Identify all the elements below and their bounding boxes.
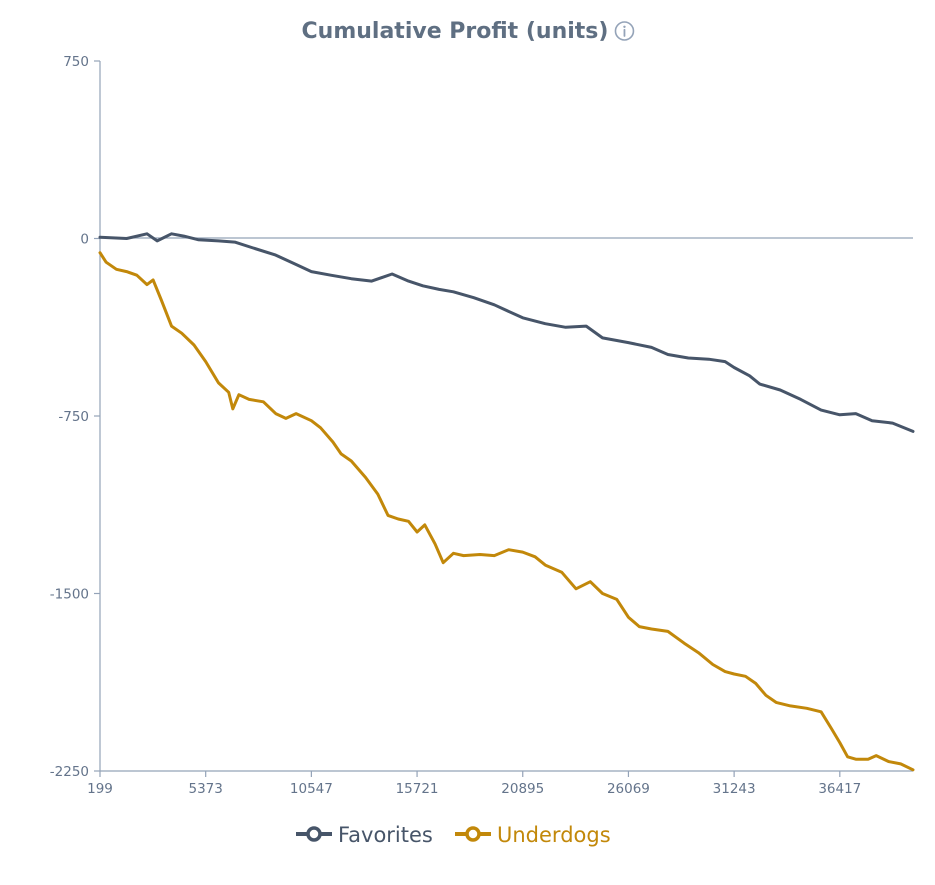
series-line-underdogs[interactable] bbox=[98, 251, 915, 772]
info-icon[interactable] bbox=[614, 21, 635, 41]
chart-title: Cumulative Profit (units) bbox=[302, 19, 609, 44]
x-tick-label: 26069 bbox=[607, 781, 650, 797]
legend-label: Favorites bbox=[338, 823, 433, 847]
series-line-favorites[interactable] bbox=[98, 232, 915, 433]
x-tick-label: 10547 bbox=[290, 781, 333, 797]
x-tick-label: 36417 bbox=[818, 781, 861, 797]
series-lines bbox=[98, 232, 915, 772]
legend-item-favorites[interactable]: Favorites bbox=[296, 823, 433, 847]
x-tick-label: 31243 bbox=[713, 781, 756, 797]
x-tick-label: 15721 bbox=[396, 781, 439, 797]
y-tick-label: -2250 bbox=[50, 764, 89, 780]
y-tick-label: 750 bbox=[63, 54, 89, 70]
legend-marker-icon bbox=[465, 826, 481, 842]
legend: Favorites Underdogs bbox=[296, 823, 611, 847]
y-tick-label: 0 bbox=[80, 232, 89, 248]
legend-marker-icon bbox=[306, 826, 322, 842]
axes bbox=[99, 61, 913, 772]
x-tick-label: 20895 bbox=[501, 781, 544, 797]
y-tick-label: -1500 bbox=[50, 587, 89, 603]
y-tick-label: -750 bbox=[58, 409, 89, 425]
x-tick-label: 199 bbox=[87, 781, 113, 797]
legend-item-underdogs[interactable]: Underdogs bbox=[455, 823, 611, 847]
y-axis-ticks: 750 0 -750 -1500 -2250 bbox=[50, 54, 100, 780]
chart-header: Cumulative Profit (units) bbox=[302, 19, 635, 44]
legend-label: Underdogs bbox=[497, 823, 611, 847]
x-tick-label: 5373 bbox=[189, 781, 223, 797]
x-axis-ticks: 199 5373 10547 15721 20895 26069 31243 36417 bbox=[87, 771, 861, 797]
